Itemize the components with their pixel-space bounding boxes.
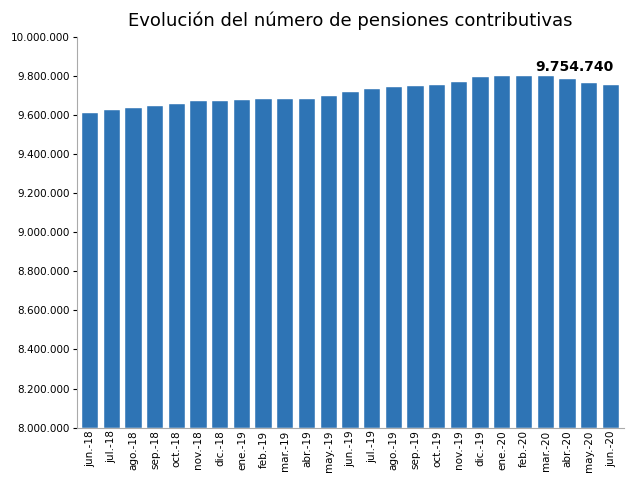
Bar [82,113,98,427]
Text: 9.754.740: 9.754.740 [535,60,613,74]
Bar [385,87,402,427]
Bar [169,104,185,427]
Bar [125,108,142,427]
Bar [104,111,120,427]
Bar [364,88,380,427]
Bar [299,99,315,427]
Bar [234,99,250,427]
Bar [190,101,206,427]
Bar [255,99,272,427]
Bar [472,77,489,427]
Bar [408,86,424,427]
Bar [581,83,598,427]
Bar [494,76,511,427]
Bar [342,92,359,427]
Bar [559,79,575,427]
Bar [321,96,337,427]
Bar [212,101,229,427]
Bar [277,99,293,427]
Bar [603,85,619,427]
Bar [538,76,554,427]
Title: Evolución del número de pensiones contributivas: Evolución del número de pensiones contri… [128,11,573,29]
Bar [147,105,163,427]
Bar [516,76,532,427]
Bar [429,85,445,427]
Bar [451,82,467,427]
